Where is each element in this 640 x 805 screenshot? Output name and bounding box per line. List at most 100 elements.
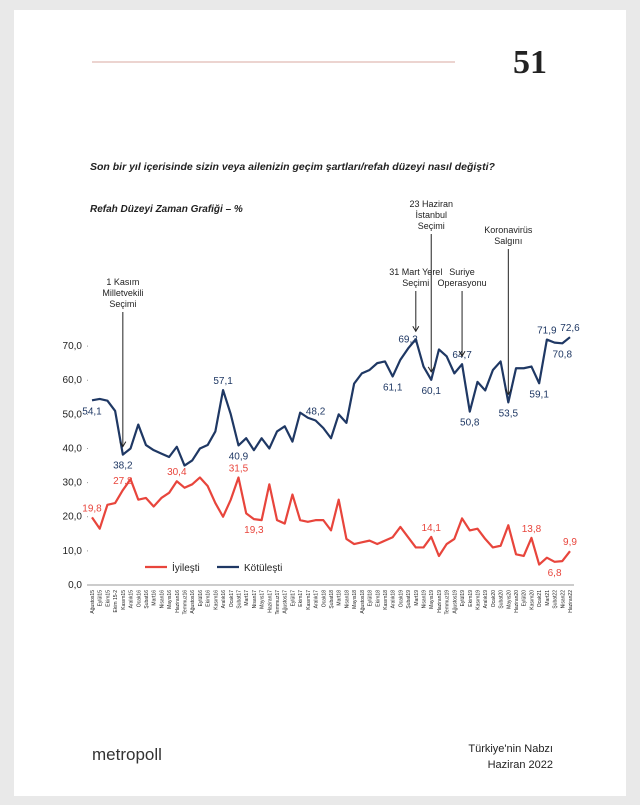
- data-label: 59,1: [529, 389, 549, 400]
- x-tick-label: Ağustos17: [283, 590, 289, 614]
- x-tick-label: Aralık16: [221, 590, 227, 609]
- data-label: 30,4: [167, 467, 187, 478]
- x-tick-label: Kasım16: [213, 590, 219, 610]
- data-label: 27,8: [113, 476, 133, 487]
- x-tick-label: Aralık19: [483, 590, 489, 609]
- x-tick-label: Mayıs18: [352, 590, 358, 609]
- x-tick-label: Ekim17: [298, 590, 304, 607]
- x-tick-label: Şubat19: [406, 590, 412, 609]
- data-label: 70,8: [553, 349, 573, 360]
- data-label: 54,1: [82, 406, 102, 417]
- legend-label: Kötüleşti: [244, 563, 282, 574]
- x-tick-label: Mayıs16: [167, 590, 173, 609]
- series-line: [91, 336, 571, 467]
- x-tick-label: Nisan19: [422, 590, 428, 609]
- legend-label: İyileşti: [172, 561, 200, 574]
- x-tick-label: Ocak20: [491, 590, 497, 607]
- x-tick-label: Ekim18: [375, 590, 381, 607]
- x-tick-label: Mayıs20: [506, 590, 512, 609]
- x-tick-label: Ağustos19: [452, 590, 458, 614]
- y-tick-label: 70,0: [63, 341, 83, 352]
- data-label: 60,1: [421, 386, 441, 397]
- annotation: Koronavirüs: [484, 225, 533, 235]
- x-tick-label: Nisan22: [560, 590, 566, 609]
- data-label: 61,1: [383, 382, 403, 393]
- x-tick-label: Ocak17: [229, 590, 235, 607]
- annotation-arrowhead: [458, 350, 466, 358]
- annotation-arrowhead: [504, 389, 512, 396]
- brand: metropoll: [92, 745, 162, 764]
- data-label: 31,5: [229, 463, 249, 474]
- report-name: Türkiye'nin Nabzı: [468, 743, 553, 755]
- y-tick-label: 0,0: [68, 580, 82, 591]
- x-tick-label: Eylül19: [460, 590, 466, 607]
- x-tick-label: Aralık18: [391, 590, 397, 609]
- data-label: 71,9: [537, 326, 557, 337]
- x-tick-label: Mart16: [152, 590, 158, 606]
- y-tick-label: 40,0: [63, 443, 83, 454]
- x-tick-label: Ekim16: [206, 590, 212, 607]
- x-tick-label: Ağustos15: [90, 590, 96, 614]
- y-tick-label: 20,0: [63, 512, 83, 523]
- x-tick-label: Şubat20: [499, 590, 505, 609]
- data-label: 48,2: [306, 406, 326, 417]
- x-tick-label: Kasım20: [529, 590, 535, 610]
- data-label: 14,1: [421, 523, 441, 534]
- x-tick-label: Mart18: [337, 590, 343, 606]
- data-label: 72,6: [560, 323, 580, 334]
- annotation: 31 Mart Yerel: [389, 267, 442, 277]
- x-tick-label: Haziran17: [267, 590, 273, 613]
- x-tick-label: Ekim15: [105, 590, 111, 607]
- data-label: 6,8: [548, 568, 562, 579]
- x-tick-label: Aralık15: [129, 590, 135, 609]
- annotation: Seçimi: [418, 221, 445, 231]
- x-tick-label: Eylül15: [98, 590, 104, 607]
- annotation: Seçimi: [109, 299, 136, 309]
- data-label: 19,3: [244, 525, 264, 536]
- sheet: [14, 10, 626, 796]
- data-label: 40,9: [229, 451, 249, 462]
- x-tick-label: Kasım18: [383, 590, 389, 610]
- x-tick-label: Şubat18: [329, 590, 335, 609]
- x-tick-label: Haziran22: [568, 590, 574, 613]
- data-label: 69,3: [398, 334, 418, 345]
- x-tick-label: Ekim19: [468, 590, 474, 607]
- annotation: Seçimi: [402, 278, 429, 288]
- x-tick-label: Mart19: [414, 590, 420, 606]
- x-tick-label: Nisan16: [159, 590, 165, 609]
- annotation: İstanbul: [415, 210, 447, 220]
- x-tick-label: Mayıs19: [429, 590, 435, 609]
- annotation: Milletvekili: [102, 288, 143, 298]
- x-tick-label: Aralık17: [314, 590, 320, 609]
- x-tick-label: Kasım17: [306, 590, 312, 610]
- x-tick-label: Ocak16: [136, 590, 142, 607]
- y-tick-label: 30,0: [63, 478, 83, 489]
- x-tick-label: Ocak21: [537, 590, 543, 607]
- annotation: 1 Kasım: [106, 277, 139, 287]
- series-line: [91, 476, 571, 566]
- data-label: 9,9: [563, 537, 577, 548]
- annotation-arrowhead: [119, 441, 127, 448]
- x-tick-label: Nisan17: [252, 590, 258, 609]
- data-label: 53,5: [499, 408, 519, 419]
- x-tick-label: Mart17: [244, 590, 250, 606]
- annotation: Operasyonu: [438, 278, 487, 288]
- chart-title: Refah Düzeyi Zaman Grafiği – %: [90, 204, 243, 215]
- data-label: 19,8: [82, 503, 102, 514]
- x-tick-label: Ağustos16: [190, 590, 196, 614]
- x-tick-label: Nisan18: [344, 590, 350, 609]
- data-label: 50,8: [460, 418, 480, 429]
- x-tick-label: Kasım19: [475, 590, 481, 610]
- annotation: 23 Haziran: [409, 199, 453, 209]
- x-tick-label: Ağustos18: [360, 590, 366, 614]
- annotation: Suriye: [449, 267, 475, 277]
- x-tick-label: Haziran20: [514, 590, 520, 613]
- y-tick-label: 60,0: [63, 375, 83, 386]
- page-number: 51: [513, 44, 547, 81]
- question: Son bir yıl içerisinde sizin veya aileni…: [90, 161, 496, 173]
- x-tick-label: Temmuz19: [445, 590, 451, 615]
- x-tick-label: Şubat22: [553, 590, 559, 609]
- x-tick-label: Temmuz16: [183, 590, 189, 615]
- x-tick-label: Ocak19: [398, 590, 404, 607]
- x-tick-label: Kasım15: [121, 590, 127, 610]
